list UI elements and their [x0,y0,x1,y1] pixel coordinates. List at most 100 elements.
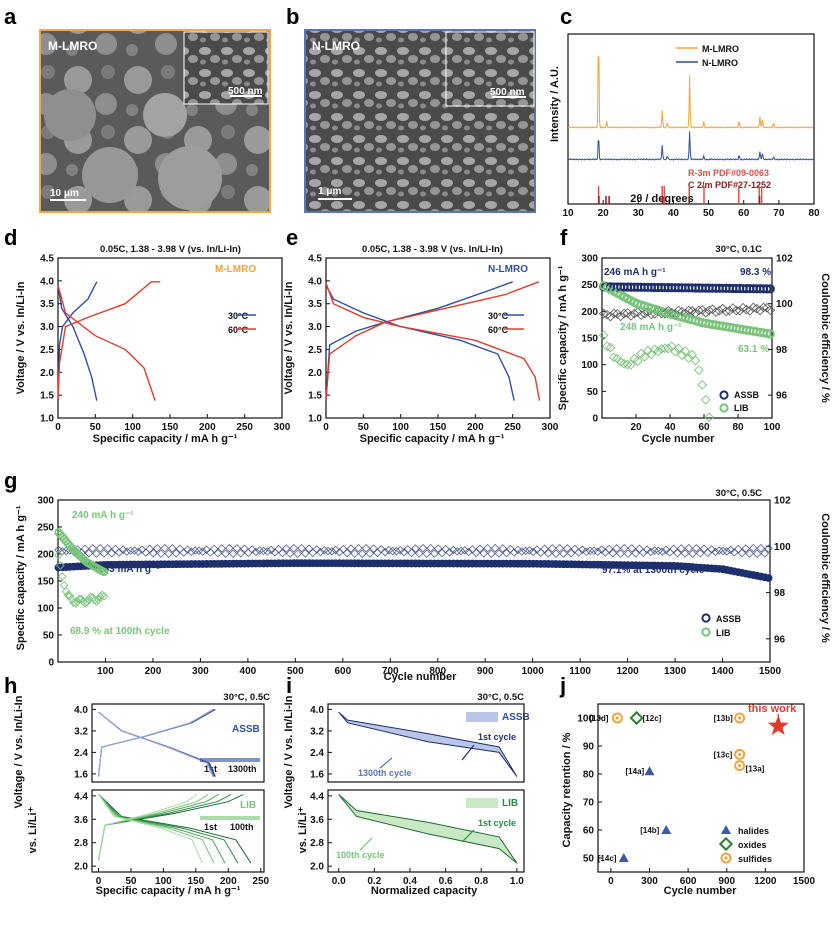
f-lib-efficiency-point [670,346,680,357]
g-assb-efficiency-point [107,549,116,558]
f-assb-efficiency-point [602,309,612,320]
h-assb-discharge-curve [98,711,216,777]
f-y2-tick-label: 96 [776,391,788,402]
g-assb-efficiency-point [430,549,439,558]
g-x-tick-label: 600 [334,666,351,677]
d-y-tick-label: 1.0 [40,414,54,425]
g-assb-efficiency-point [426,543,435,553]
g-assb-efficiency-point [623,549,633,558]
g-legend-assb: ASSB [716,614,742,624]
g-assb-efficiency-point [266,545,276,555]
d-note: 0.05C, 1.38 - 3.98 V (vs. In/Li-In) [100,244,241,255]
d-discharge-0 [57,285,98,401]
g-y-tick-label: 150 [37,577,54,588]
g-assb-efficiency-point [339,544,348,554]
f-lib-efficiency-point [680,346,691,357]
g-assb-efficiency-point [145,544,154,554]
g-y2-tick-label: 100 [774,542,791,553]
j-x-tick-label: 600 [680,876,697,887]
d-y-tick-label: 3.5 [40,299,54,310]
j-x-tick-label: 1200 [754,876,777,887]
f-assb-efficiency-point [751,303,762,314]
j-this-work-star [767,715,789,735]
d-x-tick-label: 100 [124,422,141,433]
g-assb-efficiency-point [289,543,299,553]
j-point-label: [13c] [714,750,733,759]
f-assb-efficiency-point [762,302,772,313]
f-assb-efficiency-point [626,310,636,321]
g-assb-efficiency-point [346,544,356,553]
f-y-tick-label: 0 [592,414,598,425]
g-assb-efficiency-point [517,547,526,556]
g-annot-lib-cap: 240 mA h g⁻¹ [72,510,134,521]
g-assb-efficiency-point [696,549,705,558]
e-x-tick-label: 150 [430,422,447,433]
h-top-frame [91,703,265,783]
g-x-tick-label: 700 [382,666,399,677]
chart-marks: 10 20 30 40 50 60 70 800 50 100 150 200 250 3001.01.5… [37,33,820,887]
g-assb-efficiency-point [122,547,131,556]
f-assb-efficiency-point [636,310,646,320]
f-assb-efficiency-point [700,307,711,318]
d-plot-frame [57,257,283,419]
f-legend-swatch-assb [719,390,729,400]
j-x-tick-label: 300 [641,876,658,887]
g-assb-efficiency-point [566,549,576,558]
h-lib-last: 100th [230,822,254,832]
e-y-tick-label: 2.0 [308,368,322,379]
f-assb-efficiency-point [697,305,708,315]
f-assb-capacity-point [762,284,772,294]
g-assb-efficiency-point [96,543,105,553]
g-assb-efficiency-point [354,544,363,553]
g-assb-efficiency-point [278,548,287,558]
h-assb-discharge-curve [98,711,214,777]
g-assb-efficiency-point [92,549,101,558]
j-y-tick-label: 60 [583,826,595,837]
g-assb-efficiency-point [445,548,454,557]
g-x-tick-label: 200 [145,666,162,677]
g-assb-efficiency-point [99,549,109,558]
j-sulfide-point-core [615,716,619,720]
g-assb-efficiency-point [411,544,420,553]
h-note: 30°C, 0.5C [223,692,270,703]
g-assb-efficiency-point [711,547,720,557]
f-lib-efficiency-point [700,394,711,405]
g-assb-efficiency-point [513,545,523,555]
h-assb-discharge-curve [98,711,215,777]
g-assb-efficiency-point [168,544,177,553]
d-charge-0 [57,281,98,400]
f-lib-efficiency-point [690,355,701,366]
g-assb-efficiency-point [540,544,549,553]
g-assb-efficiency-point [608,549,618,558]
e-sample-label: N-LMRO [488,264,528,275]
g-assb-efficiency-point [434,544,443,553]
g-assb-efficiency-point [137,545,147,554]
j-point-label: [12c] [643,714,662,723]
g-xlabel: Cycle number [384,671,457,683]
g-assb-efficiency-point [456,546,466,556]
e-discharge-1 [325,282,541,401]
g-assb-efficiency-point [316,547,325,557]
d-x-tick-label: 300 [274,422,291,433]
j-point-label: [13b] [714,714,733,723]
g-assb-efficiency-point [498,544,507,553]
g-assb-efficiency-point [377,545,386,554]
sem-image-n-lmro [304,29,536,213]
g-assb-efficiency-point [350,549,359,558]
f-lib-efficiency-point [626,359,636,370]
f-annot-lib-cap: 248 mA h g⁻¹ [620,322,682,333]
f-assb-efficiency-point [690,308,701,319]
e-ylabel: Voltage / V vs. In/Li-In [283,281,295,394]
f-assb-efficiency-point [728,303,738,313]
g-legend-swatch-lib [701,627,711,637]
i-note: 30°C, 0.5C [477,692,524,703]
g-x-tick-label: 1500 [759,666,782,677]
g-y-tick-label: 50 [43,631,55,642]
g-assb-efficiency-point [194,546,204,555]
h-x-tick-label: 100 [155,876,172,887]
h-label-assb: ASSB [232,724,260,735]
g-assb-efficiency-point [160,543,169,553]
e-x-tick-label: 50 [358,422,370,433]
f-lib-capacity-point [765,329,775,339]
g-assb-efficiency-point [551,549,561,558]
